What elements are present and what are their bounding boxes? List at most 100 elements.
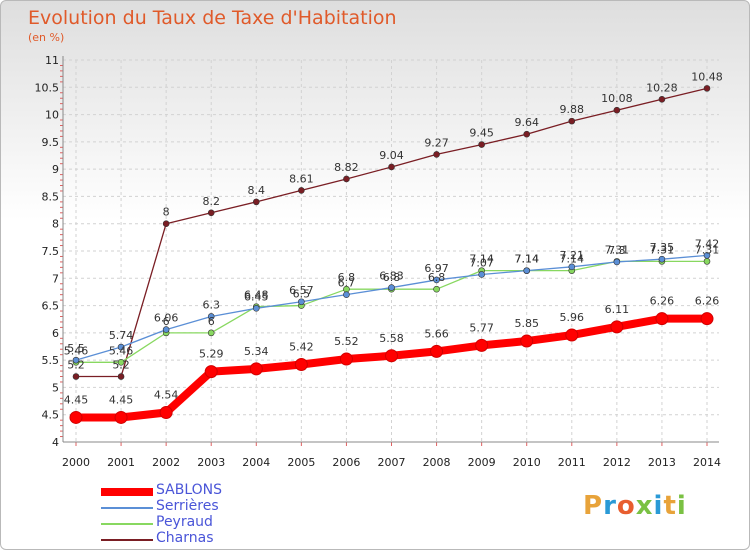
legend-label: Serrières [156, 498, 219, 514]
data-label: 6.97 [424, 262, 449, 275]
data-label: 5.52 [334, 335, 359, 348]
data-point [433, 151, 440, 158]
x-tick-label: 2013 [648, 456, 676, 469]
data-point [568, 117, 576, 125]
data-point [433, 285, 440, 293]
data-label: 5.29 [199, 348, 224, 361]
x-tick-label: 2012 [603, 456, 631, 469]
data-label: 10.28 [646, 81, 678, 94]
logo-letter: t [663, 491, 677, 521]
logo-letter: P [583, 491, 604, 521]
data-label: 9.64 [514, 116, 539, 129]
x-tick-label: 2014 [693, 456, 721, 469]
y-tick-label: 11 [45, 54, 59, 67]
data-label: 4.45 [109, 393, 134, 406]
data-label: 5.96 [560, 311, 585, 324]
data-label: 6.57 [289, 284, 314, 297]
data-label: 6.26 [695, 295, 720, 308]
legend-swatch [101, 523, 153, 525]
data-point [610, 320, 624, 334]
data-label: 5.77 [469, 321, 494, 334]
data-point [252, 304, 260, 312]
data-label: 6.8 [383, 271, 401, 284]
y-tick-label: 7.5 [42, 245, 60, 258]
data-label: 6.8 [338, 271, 356, 284]
data-label: 6.11 [605, 303, 630, 316]
y-tick-label: 9 [52, 163, 59, 176]
logo-letter: r [603, 491, 617, 521]
data-point [249, 362, 263, 376]
data-point [294, 358, 308, 372]
chart-title: Evolution du Taux de Taxe d'Habitation [28, 7, 397, 29]
data-label: 7.14 [560, 253, 585, 266]
data-label: 7.3 [608, 244, 626, 257]
data-point [159, 406, 173, 420]
x-tick-label: 2011 [558, 456, 586, 469]
data-point [478, 271, 485, 278]
data-label: 7.14 [514, 253, 539, 266]
data-label: 5.2 [112, 359, 130, 372]
data-point [655, 312, 669, 326]
data-point [298, 187, 305, 194]
data-point [523, 267, 531, 274]
x-tick-label: 2005 [287, 456, 315, 469]
legend-label: SABLONS [156, 482, 223, 498]
data-label: 6.83 [379, 270, 404, 283]
data-point [72, 356, 80, 364]
data-label: 6.06 [154, 312, 179, 325]
y-tick-label: 5.5 [42, 354, 60, 367]
legend-swatch [101, 507, 153, 509]
data-point [343, 175, 350, 183]
data-point [700, 312, 714, 326]
legend-label: Peyraud [156, 514, 213, 530]
logo-letter: i [653, 491, 664, 521]
data-label: 9.04 [379, 149, 404, 162]
data-point [613, 106, 621, 114]
data-label: 6.26 [650, 295, 675, 308]
data-label: 8.82 [334, 161, 359, 174]
x-tick-label: 2004 [242, 456, 270, 469]
data-point [523, 130, 531, 138]
y-tick-label: 6 [52, 327, 59, 340]
data-point [117, 343, 125, 351]
data-point [475, 338, 489, 352]
data-label: 6.48 [244, 289, 269, 302]
data-label: 10.48 [691, 70, 723, 83]
data-label: 8.2 [202, 195, 220, 208]
data-label: 7.14 [514, 253, 539, 266]
data-point [114, 410, 128, 424]
data-point [207, 313, 215, 320]
y-tick-label: 7 [52, 272, 59, 285]
x-tick-label: 2001 [107, 456, 135, 469]
data-label: 5.5 [67, 342, 85, 355]
data-point [298, 298, 305, 306]
data-label: 5.74 [109, 329, 134, 342]
x-tick-label: 2002 [152, 456, 180, 469]
data-point [478, 141, 485, 148]
data-label: 9.88 [560, 103, 585, 116]
data-point [162, 326, 170, 333]
data-point [568, 263, 576, 271]
data-label: 5.2 [67, 359, 85, 372]
data-point [703, 258, 711, 265]
data-label: 8 [163, 206, 170, 219]
data-point [207, 209, 215, 217]
data-point [658, 255, 666, 263]
data-point [343, 291, 350, 298]
data-label: 5.66 [424, 327, 449, 340]
data-point [613, 258, 621, 266]
data-label: 5.46 [64, 344, 89, 357]
data-point [385, 349, 398, 363]
data-label: 7.31 [605, 243, 630, 256]
data-point [117, 373, 125, 380]
data-label: 5.58 [379, 332, 404, 345]
chart-subtitle: (en %) [28, 31, 65, 44]
data-point [658, 95, 666, 103]
data-point [69, 410, 83, 424]
data-point [565, 328, 579, 342]
data-label: 7.07 [469, 256, 494, 269]
legend-swatch [101, 488, 153, 496]
data-point [162, 220, 170, 228]
